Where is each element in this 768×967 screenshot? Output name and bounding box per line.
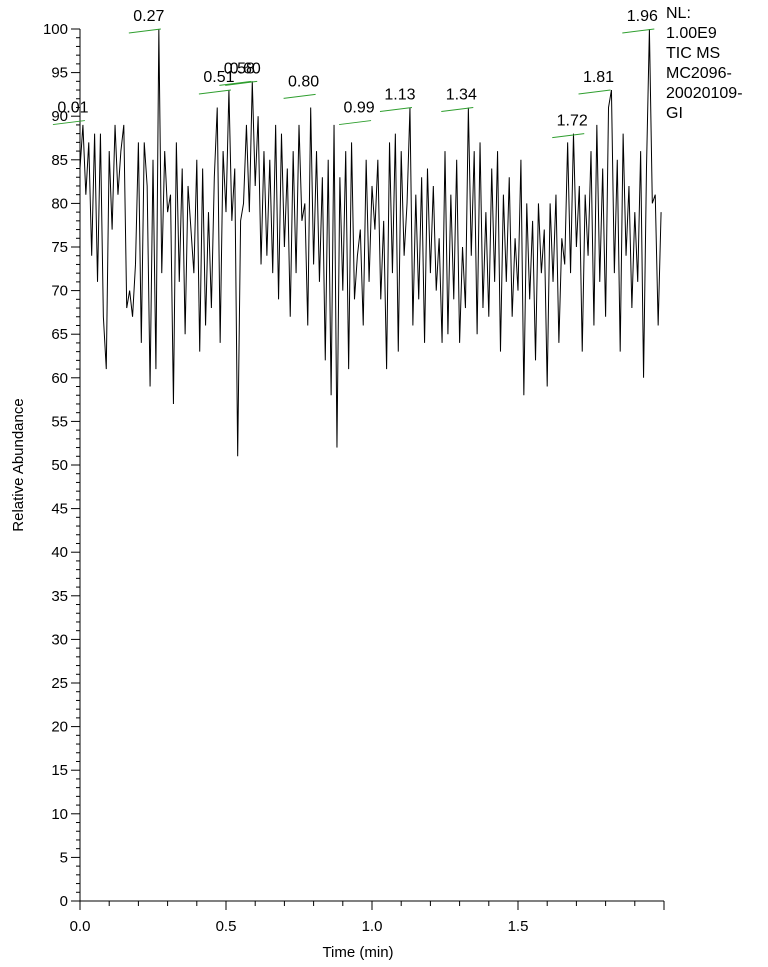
peak-label: 0.60 [230,60,261,77]
y-tick-label: 60 [51,370,68,387]
peak-label: 0.80 [288,73,319,90]
x-axis: 0.0 0.5 1.0 1.5 [70,900,665,935]
peak-label-leader [52,120,85,126]
y-tick-label: 85 [51,152,68,169]
y-tick-label: 75 [51,239,68,256]
y-tick-label: 5 [60,849,68,866]
peak-label-leader [128,28,161,34]
y-tick-label: 55 [51,413,68,430]
y-tick-label: 80 [51,195,68,212]
scan-info-block: NL: 1.00E9 TIC MS MC2096- 20020109- GI [666,4,743,124]
x-tick-label: 1.0 [362,918,383,935]
peak-label-leader [225,80,258,86]
y-tick-label: 0 [60,893,68,910]
peak-label-leader [379,106,413,112]
y-tick-label: 70 [51,283,68,300]
peak-label: 1.34 [446,86,477,103]
y-tick-label: 10 [51,806,68,823]
peak-label: 1.96 [627,8,658,25]
sample-name-line-3: GI [666,105,683,122]
y-axis: 0 5 10 15 20 25 30 35 40 45 50 55 60 65 70 75 80 85 90 95 10… [43,21,81,910]
peak-label: 1.13 [384,86,415,103]
scan-type: TIC MS [666,45,721,62]
nl-value: 1.00E9 [666,25,717,42]
peak-label: 0.99 [344,100,375,117]
y-tick-label: 25 [51,675,68,692]
sample-name-line-1: MC2096- [666,65,732,82]
peak-label-leader [339,120,372,126]
y-tick-label: 65 [51,326,68,343]
y-tick-label: 50 [51,457,68,474]
y-tick-label: 40 [51,544,68,561]
peak-label-leader [578,89,611,95]
peak-label-leader [219,80,252,86]
y-tick-label: 45 [51,501,68,518]
peak-annotations: 0.01 0.27 0.510.580.60 0.80 0.99 1.13 1.34 1.72… [52,8,658,139]
y-tick-label: 35 [51,588,68,605]
x-tick-label: 0.5 [216,918,237,935]
peak-label: 0.01 [57,100,88,117]
tic-trace-line [79,28,662,457]
peak-label: 0.58 [224,60,255,77]
peak-label: 1.72 [557,113,588,130]
y-tick-label: 95 [51,65,68,82]
y-tick-label: 20 [51,719,68,736]
x-tick-label: 1.5 [508,918,529,935]
nl-label: NL: [666,5,691,22]
peak-label: 0.51 [203,69,234,86]
x-axis-title: Time (min) [322,944,393,961]
peak-label: 0.27 [133,8,164,25]
peak-label-leader [198,89,231,95]
y-tick-label: 30 [51,631,68,648]
peak-label: 1.81 [583,69,614,86]
y-axis-title: Relative Abundance [10,398,27,531]
x-tick-label: 0.0 [70,918,91,935]
peak-label-leader [622,28,655,34]
peak-label-leader [552,133,585,139]
y-tick-label: 100 [43,21,68,38]
peak-label-leader [441,106,474,112]
peak-label-leader [283,93,316,99]
y-tick-label: 15 [51,762,68,779]
series-layer [79,28,662,457]
y-tick-label: 90 [51,108,68,125]
sample-name-line-2: 20020109- [666,85,743,102]
